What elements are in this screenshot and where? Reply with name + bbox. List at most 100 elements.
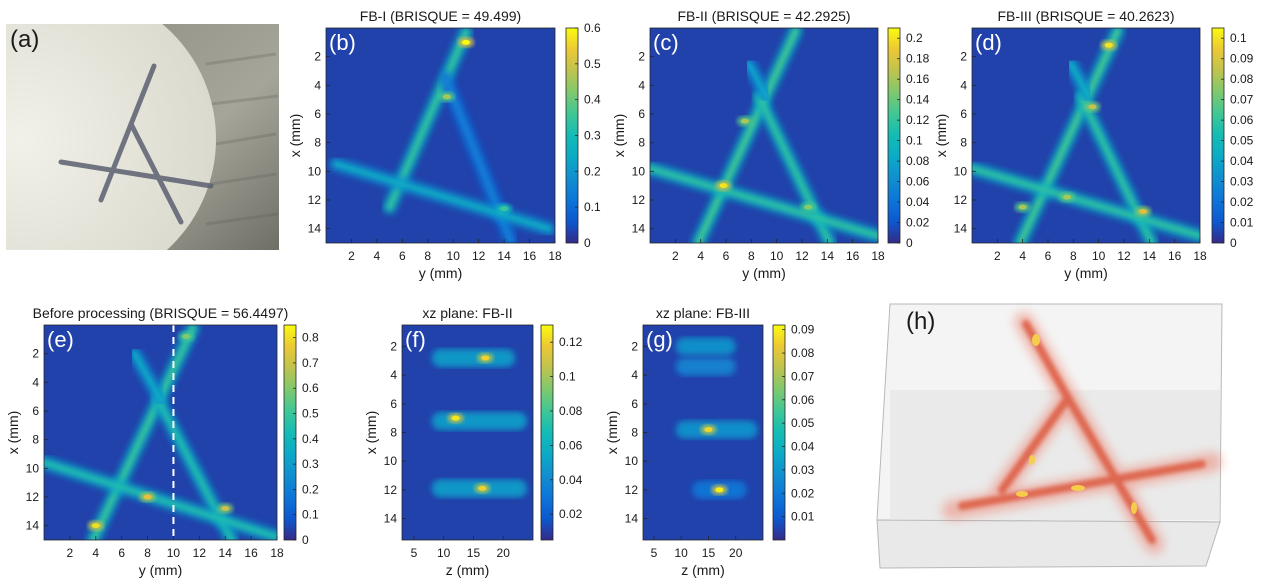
spot xyxy=(500,206,509,212)
plot-background xyxy=(972,28,1200,243)
stroke-core xyxy=(44,460,277,540)
chart-title: FB-I (BRISQUE = 49.499) xyxy=(360,8,521,24)
y-tick-label: 14 xyxy=(625,512,639,526)
colorbar-tick-label: 0.04 xyxy=(1230,154,1254,168)
y-tick-label: 6 xyxy=(390,397,397,411)
spot xyxy=(182,333,191,339)
y-tick-label: 6 xyxy=(314,107,321,121)
x-axis-label: y (mm) xyxy=(139,562,183,578)
x-tick-label: 6 xyxy=(118,546,125,560)
x-tick-label: 20 xyxy=(497,546,511,560)
y-tick-label: 2 xyxy=(631,340,638,354)
colorbar-tick-label: 0.6 xyxy=(584,21,601,35)
x-tick-label: 8 xyxy=(424,249,431,263)
y-tick-label: 10 xyxy=(625,454,639,468)
colorbar-tick-label: 0.4 xyxy=(302,432,319,446)
y-tick-label: 10 xyxy=(632,164,646,178)
spot xyxy=(461,39,470,45)
colorbar-tick-label: 0 xyxy=(906,236,913,250)
x-tick-label: 18 xyxy=(270,546,284,560)
x-axis-label: z (mm) xyxy=(681,562,725,578)
y-axis-label: x (mm) xyxy=(5,411,21,455)
x-tick-label: 18 xyxy=(871,249,885,263)
panel-label: (g) xyxy=(646,327,673,352)
colorbar-tick-label: 0.04 xyxy=(559,473,583,487)
x-tick-label: 10 xyxy=(675,546,689,560)
x-tick-label: 15 xyxy=(467,546,481,560)
colorbar-tick-label: 0 xyxy=(1230,236,1237,250)
y-tick-label: 10 xyxy=(26,461,40,475)
x-tick-label: 6 xyxy=(1045,249,1052,263)
panel-label: (c) xyxy=(653,30,679,55)
y-axis-label: x (mm) xyxy=(287,114,303,158)
spot xyxy=(1139,208,1147,214)
colorbar-tick-label: 0.18 xyxy=(906,52,930,66)
colorbar-tick-label: 0.16 xyxy=(906,72,930,86)
x-tick-label: 14 xyxy=(821,249,835,263)
colorbar-tick-label: 0.04 xyxy=(791,440,815,454)
colorbar xyxy=(772,324,786,541)
x-tick-label: 16 xyxy=(244,546,258,560)
colorbar-tick-label: 0.01 xyxy=(1230,216,1254,230)
colorbar-tick-label: 0.08 xyxy=(1230,72,1254,86)
spot xyxy=(741,118,749,124)
colorbar-tick-label: 0.14 xyxy=(906,93,930,107)
plot-background xyxy=(650,28,878,243)
x-tick-label: 4 xyxy=(92,546,99,560)
spot xyxy=(719,183,728,189)
y-tick-label: 4 xyxy=(32,375,39,389)
chart-d: 2 4 6 8 10 12 14 16 18 2 4 6 8 10 12 14 y (mm) x (mm) FB-I… xyxy=(933,8,1254,281)
chart-c: 2 4 6 8 10 12 14 16 18 2 4 6 8 10 12 14 y (mm) x (mm) FB-I… xyxy=(611,8,930,281)
colorbar-tick-label: 0.03 xyxy=(791,463,815,477)
band xyxy=(675,357,736,376)
chart-title: xz plane: FB-II xyxy=(422,305,512,321)
x-tick-label: 18 xyxy=(1193,249,1207,263)
y-tick-label: 14 xyxy=(26,519,40,533)
band xyxy=(675,337,736,356)
y-axis-label: x (mm) xyxy=(363,411,379,455)
plot-background xyxy=(44,325,277,540)
y-tick-label: 4 xyxy=(314,78,321,92)
x-tick-label: 4 xyxy=(697,249,704,263)
colorbar-tick-label: 0.3 xyxy=(584,129,601,143)
colorbar-tick-label: 0.02 xyxy=(906,216,930,230)
y-tick-label: 6 xyxy=(960,107,967,121)
y-tick-label: 8 xyxy=(960,136,967,150)
x-axis-label: y (mm) xyxy=(1064,265,1108,281)
colorbar-tick-label: 0.06 xyxy=(559,438,583,452)
chart-f: 5 10 15 20 2 4 6 8 10 12 14 z (mm) x (mm) xz plane: F… xyxy=(363,305,583,578)
colorbar-tick-label: 0.02 xyxy=(1230,195,1254,209)
y-tick-label: 12 xyxy=(625,483,639,497)
x-tick-label: 5 xyxy=(411,546,418,560)
spot xyxy=(804,204,813,210)
x-tick-label: 2 xyxy=(672,249,679,263)
y-axis-label: x (mm) xyxy=(611,114,627,158)
x-tick-label: 2 xyxy=(348,249,355,263)
colorbar xyxy=(283,324,297,541)
colorbar xyxy=(887,27,901,244)
x-axis-label: y (mm) xyxy=(419,265,463,281)
stroke-core xyxy=(333,161,552,232)
panel-a-photo: (a) xyxy=(6,24,279,250)
axes-frame xyxy=(971,27,1201,244)
y-tick-label: 10 xyxy=(308,164,322,178)
colorbar-tick-label: 0.12 xyxy=(906,113,930,127)
y-tick-label: 14 xyxy=(632,222,646,236)
chart-title: FB-II (BRISQUE = 42.2925) xyxy=(677,8,850,24)
x-tick-label: 12 xyxy=(1117,249,1131,263)
y-tick-label: 6 xyxy=(32,404,39,418)
photo-illustration xyxy=(6,24,279,250)
y-tick-label: 14 xyxy=(954,222,968,236)
y-tick-label: 2 xyxy=(960,50,967,64)
x-tick-label: 10 xyxy=(770,249,784,263)
colorbar-tick-label: 0.08 xyxy=(559,404,583,418)
y-tick-label: 8 xyxy=(631,426,638,440)
colorbar-tick-label: 0.1 xyxy=(559,370,576,384)
y-tick-label: 4 xyxy=(638,78,645,92)
colorbar-tick-label: 0.02 xyxy=(559,507,583,521)
panel-label: (d) xyxy=(975,30,1002,55)
y-tick-label: 4 xyxy=(631,368,638,382)
chart-title: xz plane: FB-III xyxy=(656,305,750,321)
colorbar-tick-label: 0.03 xyxy=(1230,175,1254,189)
spot xyxy=(1104,42,1113,48)
